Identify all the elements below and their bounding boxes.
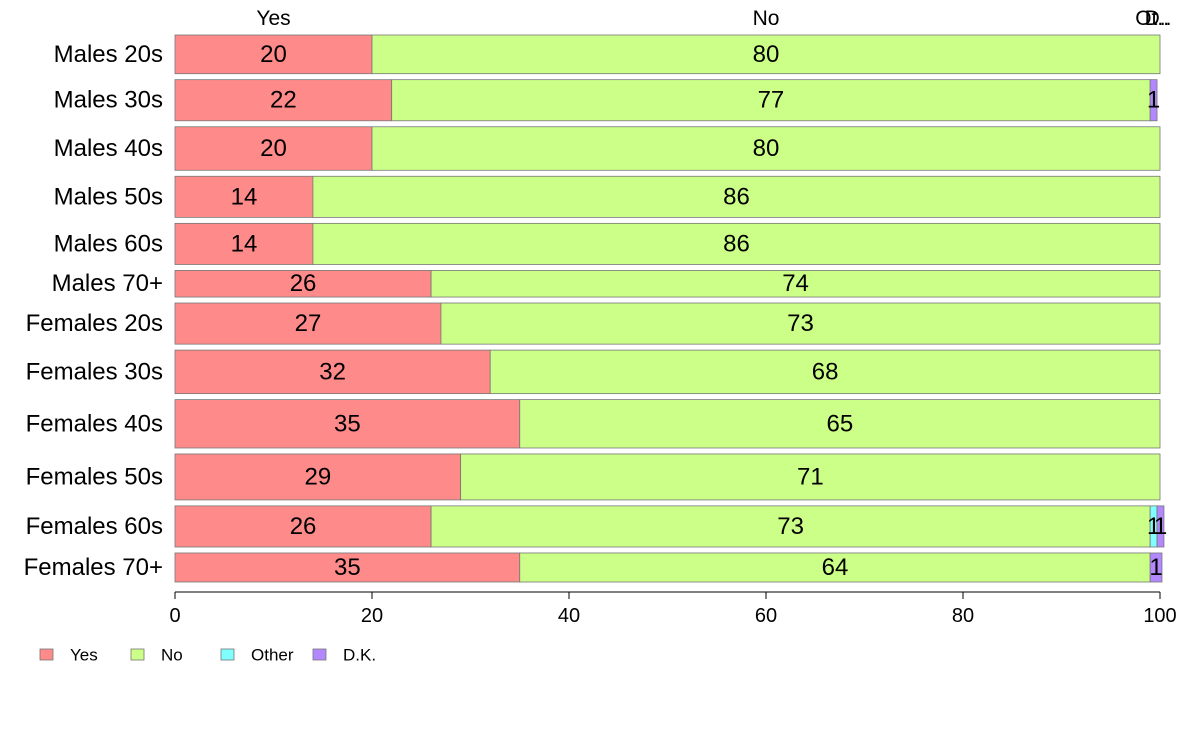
series-top-label: Yes: [256, 7, 290, 30]
bar-segment-yes: [174, 270, 432, 298]
data-label: 20: [260, 41, 287, 68]
data-label: 73: [777, 513, 804, 540]
data-label: 26: [290, 513, 317, 540]
category-label: Males 30s: [54, 87, 163, 114]
bar-segment-dk: [1156, 505, 1165, 548]
category-label: Males 70+: [52, 270, 163, 297]
bar-segment-yes: [174, 79, 393, 122]
bar-segment-no: [519, 399, 1161, 449]
bar-segment-yes: [174, 552, 521, 583]
data-label: 1: [1147, 87, 1160, 114]
bar-segment-no: [391, 79, 1151, 122]
data-label: 22: [270, 87, 297, 114]
category-label: Males 60s: [54, 230, 163, 257]
legend-swatch: [312, 648, 327, 661]
bar-segment-yes: [174, 126, 373, 171]
legend-label: No: [161, 646, 183, 665]
bar-segment-no: [430, 505, 1151, 548]
bar-segment-yes: [174, 349, 491, 395]
data-label: 80: [753, 135, 780, 162]
series-top-label: No: [753, 7, 780, 30]
data-label: 65: [827, 410, 854, 437]
category-label: Females 30s: [26, 358, 163, 385]
bar-segment-no: [440, 302, 1161, 345]
legend-swatch: [130, 648, 145, 661]
category-label: Males 20s: [54, 41, 163, 68]
data-label: 1: [1154, 513, 1167, 540]
bar-segment-no: [489, 349, 1161, 395]
x-tick-label: 20: [361, 605, 383, 627]
bar-segment-yes: [174, 175, 314, 218]
bar-segment-no: [460, 453, 1161, 501]
data-label: 32: [319, 358, 346, 385]
category-label: Females 50s: [26, 463, 163, 490]
series-top-label: D..: [1145, 7, 1172, 30]
bar-segment-no: [519, 552, 1151, 583]
bar-segment-yes: [174, 222, 314, 265]
data-label: 64: [822, 554, 849, 581]
data-label: 86: [723, 183, 750, 210]
legend-swatch: [220, 648, 235, 661]
data-label: 77: [758, 87, 785, 114]
data-label: 14: [231, 230, 258, 257]
data-label: 74: [782, 270, 809, 297]
data-label: 14: [231, 183, 258, 210]
series-top-label: Ot..: [1135, 7, 1169, 30]
data-label: 86: [723, 230, 750, 257]
bar-segment-yes: [174, 453, 462, 501]
data-label: 68: [812, 358, 839, 385]
x-tick-label: 100: [1143, 605, 1176, 627]
legend-label: D.K.: [343, 646, 376, 665]
data-label: 26: [290, 270, 317, 297]
data-label: 35: [334, 554, 361, 581]
bar-segment-no: [430, 270, 1161, 298]
data-label: 71: [797, 463, 824, 490]
category-label: Females 70+: [24, 554, 163, 581]
bar-segment-no: [312, 175, 1161, 218]
bar-segment-no: [371, 34, 1161, 75]
legend-label: Yes: [70, 646, 98, 665]
category-label: Females 20s: [26, 310, 163, 337]
x-tick-label: 60: [755, 605, 777, 627]
data-label: 1: [1149, 554, 1162, 581]
x-tick-label: 0: [169, 605, 180, 627]
category-label: Males 50s: [54, 183, 163, 210]
legend-label: Other: [251, 646, 294, 665]
category-label: Females 40s: [26, 410, 163, 437]
data-label: 20: [260, 135, 287, 162]
data-label: 29: [304, 463, 331, 490]
bar-segment-no: [312, 222, 1161, 265]
bar-segment-yes: [174, 34, 373, 75]
category-label: Females 60s: [26, 513, 163, 540]
x-tick-label: 40: [558, 605, 580, 627]
category-label: Males 40s: [54, 135, 163, 162]
x-tick-label: 80: [952, 605, 974, 627]
data-label: 35: [334, 410, 361, 437]
bar-segment-dk: [1149, 79, 1158, 122]
data-label: 80: [753, 41, 780, 68]
data-label: 27: [295, 310, 322, 337]
bar-segment-yes: [174, 302, 442, 345]
legend-swatch: [39, 648, 54, 661]
bar-segment-dk: [1149, 552, 1163, 583]
data-label: 73: [787, 310, 814, 337]
bar-segment-no: [371, 126, 1161, 171]
